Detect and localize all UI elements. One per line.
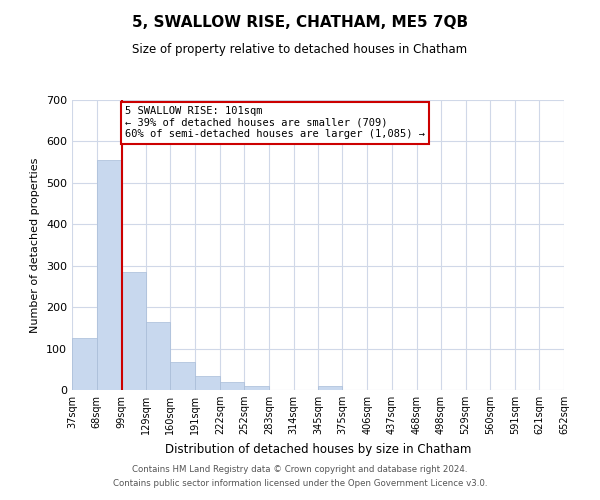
Text: Contains HM Land Registry data © Crown copyright and database right 2024.
Contai: Contains HM Land Registry data © Crown c…: [113, 466, 487, 487]
Bar: [244, 386, 269, 390]
Bar: [319, 386, 343, 390]
Bar: [195, 376, 220, 390]
Y-axis label: Number of detached properties: Number of detached properties: [31, 158, 40, 332]
Bar: [97, 160, 122, 390]
X-axis label: Distribution of detached houses by size in Chatham: Distribution of detached houses by size …: [165, 442, 471, 456]
Text: Size of property relative to detached houses in Chatham: Size of property relative to detached ho…: [133, 42, 467, 56]
Text: 5, SWALLOW RISE, CHATHAM, ME5 7QB: 5, SWALLOW RISE, CHATHAM, ME5 7QB: [132, 15, 468, 30]
Bar: [122, 272, 146, 390]
Text: 5 SWALLOW RISE: 101sqm
← 39% of detached houses are smaller (709)
60% of semi-de: 5 SWALLOW RISE: 101sqm ← 39% of detached…: [125, 106, 425, 140]
Bar: [170, 362, 195, 390]
Bar: [72, 338, 97, 390]
Bar: [220, 382, 244, 390]
Bar: [146, 322, 170, 390]
